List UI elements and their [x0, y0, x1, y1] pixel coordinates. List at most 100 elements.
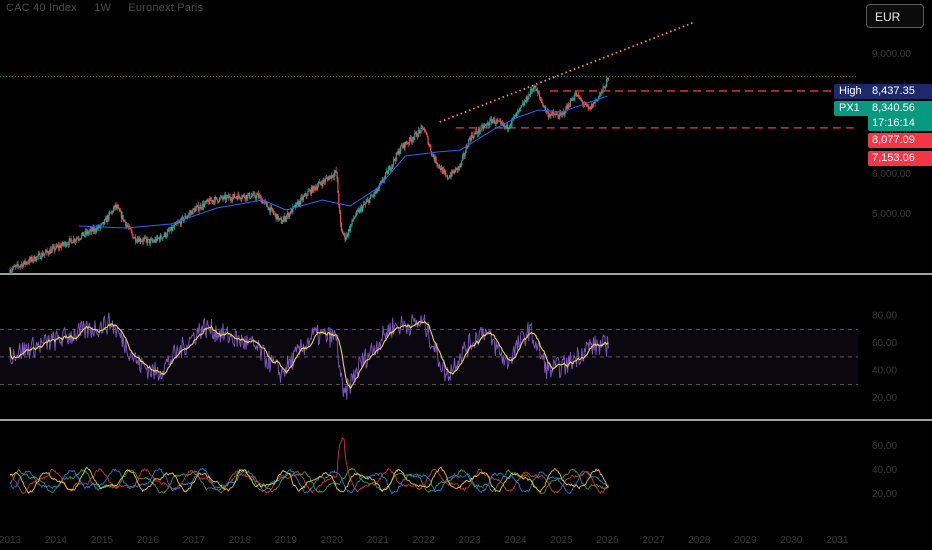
- candle-body: [571, 99, 573, 101]
- candle-body: [296, 202, 298, 203]
- candle-body: [387, 169, 389, 175]
- candle-body: [606, 77, 609, 80]
- candle-body: [477, 128, 480, 134]
- candle-body: [89, 229, 92, 231]
- candle-body: [332, 176, 335, 178]
- candle-body: [57, 245, 59, 247]
- candle-body: [558, 116, 560, 119]
- candle-body: [454, 168, 457, 173]
- candle-body: [506, 124, 508, 128]
- candle-body: [206, 199, 208, 203]
- level1-value: 8,077.09: [868, 133, 932, 148]
- candle-body: [417, 130, 419, 137]
- candle-body: [48, 253, 50, 255]
- candle-body: [444, 171, 446, 173]
- candle-body: [240, 198, 242, 200]
- candle-body: [262, 200, 264, 204]
- candle-body: [351, 219, 353, 225]
- interval-label[interactable]: 1W: [94, 2, 112, 14]
- candle-body: [141, 240, 143, 242]
- candle-body: [197, 205, 199, 211]
- candle-body: [216, 197, 218, 200]
- candle-body: [283, 216, 285, 220]
- candle-body: [551, 111, 553, 115]
- x-tick-label: 2024: [504, 535, 527, 546]
- candle-body: [522, 103, 525, 106]
- candle-body: [547, 111, 549, 118]
- candle-body: [492, 120, 494, 124]
- candle-body: [54, 249, 56, 251]
- candle-body: [204, 201, 206, 204]
- candle-body: [403, 143, 405, 149]
- candle-body: [136, 239, 138, 242]
- y-tick-label: 6,000.00: [872, 169, 911, 180]
- candle-body: [238, 194, 240, 197]
- candle-body: [210, 198, 212, 202]
- candle-body: [130, 229, 132, 232]
- candle-body: [382, 179, 384, 182]
- candle-body: [568, 106, 571, 108]
- candle-body: [412, 139, 414, 141]
- candle-body: [336, 172, 338, 179]
- candle-body: [102, 222, 104, 224]
- candle-body: [301, 197, 303, 198]
- candle-body: [507, 124, 509, 130]
- candle-body: [384, 176, 386, 181]
- candle-body: [458, 166, 460, 168]
- candle-body: [295, 202, 297, 208]
- candle-body: [552, 112, 555, 115]
- candle-body: [16, 263, 18, 266]
- candle-body: [453, 170, 455, 173]
- candle-body: [15, 265, 17, 267]
- candle-body: [344, 233, 346, 240]
- candle-body: [481, 125, 483, 127]
- candle-body: [471, 134, 473, 138]
- candle-body: [530, 89, 532, 95]
- candle-body: [500, 121, 503, 124]
- candle-body: [254, 193, 256, 197]
- candle-body: [462, 153, 465, 157]
- candle-body: [42, 253, 44, 257]
- candle-body: [242, 194, 244, 196]
- candle-body: [263, 202, 265, 204]
- candle-body: [562, 111, 564, 113]
- candle-body: [602, 86, 604, 92]
- candle-body: [390, 168, 392, 171]
- candle-body: [396, 152, 398, 154]
- candle-body: [346, 233, 348, 239]
- candle-body: [527, 98, 529, 101]
- candle-body: [292, 206, 294, 213]
- candle-body: [69, 238, 71, 240]
- candle-body: [233, 194, 235, 197]
- candle-body: [184, 215, 186, 219]
- candle-body: [123, 220, 125, 221]
- candle-body: [395, 152, 397, 161]
- candle-body: [20, 264, 23, 266]
- candle-body: [289, 212, 291, 214]
- symbol-name[interactable]: CAC 40 Index: [6, 2, 77, 14]
- candle-body: [51, 247, 54, 249]
- candle-body: [496, 120, 498, 122]
- candle-body: [345, 238, 347, 240]
- candle-body: [80, 238, 82, 240]
- candle-body: [459, 164, 461, 168]
- candle-body: [421, 126, 423, 128]
- candle-body: [490, 119, 492, 120]
- candle-body: [40, 258, 42, 260]
- candle-body: [469, 137, 471, 140]
- candle-body: [467, 146, 469, 148]
- candle-body: [435, 156, 437, 164]
- candle-body: [38, 253, 40, 255]
- candle-body: [71, 240, 73, 244]
- candle-body: [589, 107, 591, 109]
- candle-body: [438, 164, 440, 166]
- candle-body: [264, 201, 267, 203]
- candle-body: [27, 262, 30, 264]
- candle-body: [573, 98, 575, 100]
- currency-button[interactable]: EUR: [866, 4, 924, 28]
- candle-body: [581, 99, 583, 102]
- candle-body: [146, 239, 148, 243]
- candle-body: [55, 245, 57, 250]
- candle-body: [567, 104, 569, 109]
